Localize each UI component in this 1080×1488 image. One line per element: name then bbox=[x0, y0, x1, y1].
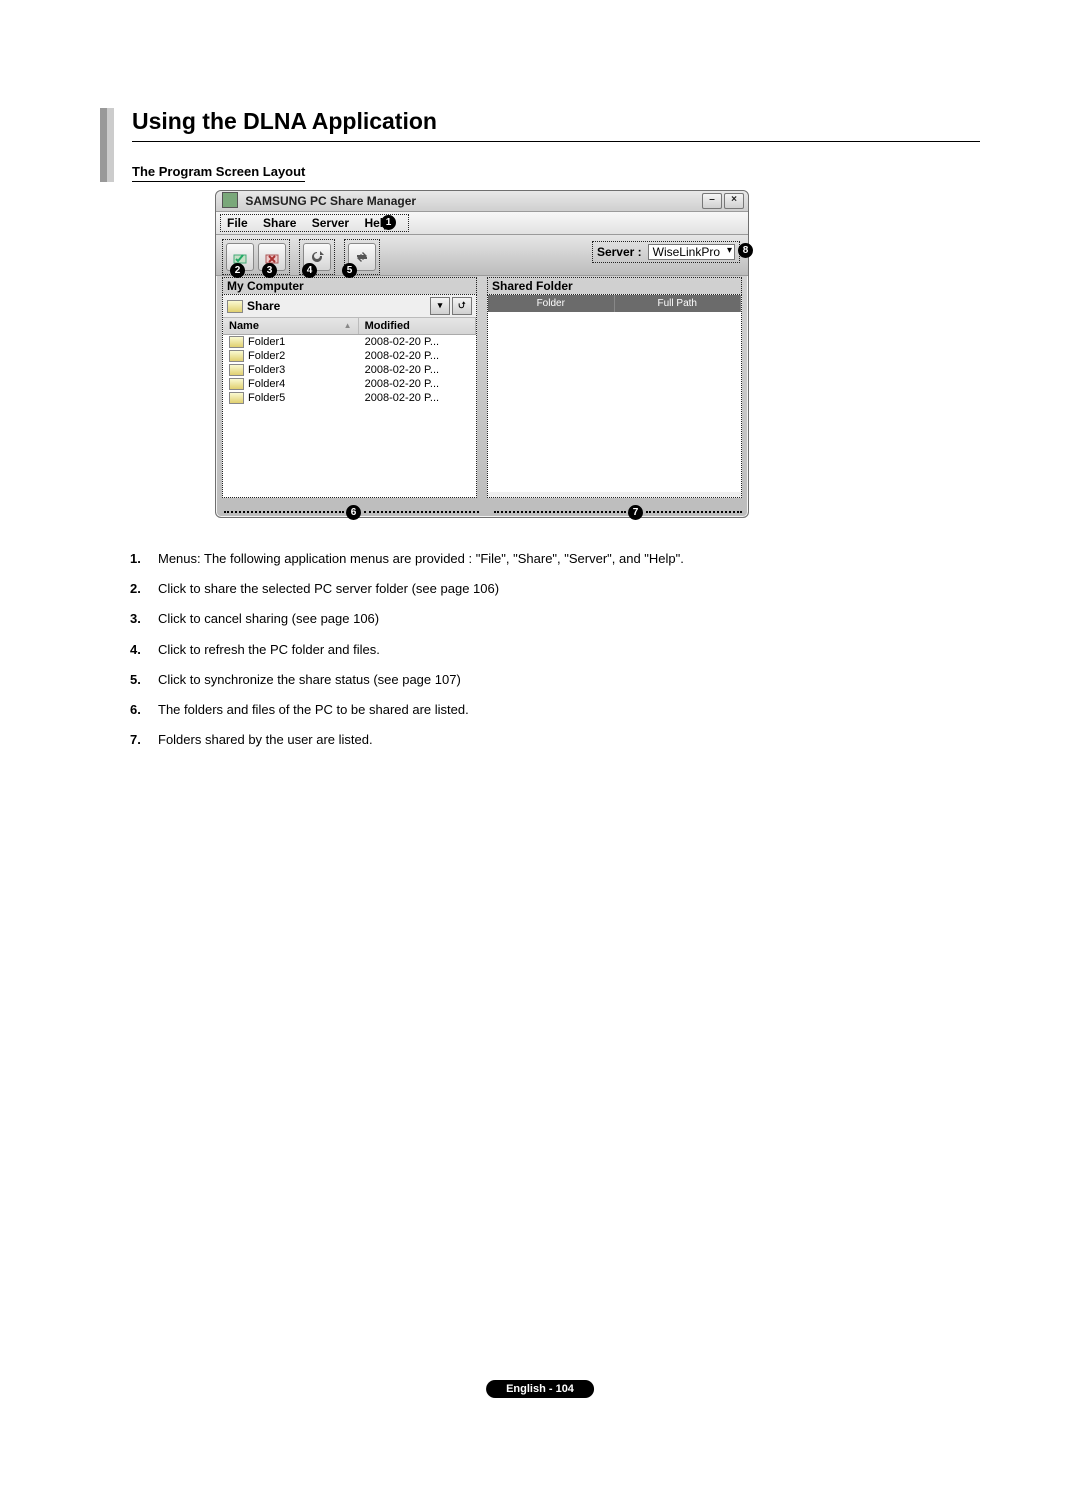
folder-list-header: Name ▲ Modified bbox=[223, 318, 476, 335]
shared-folder-title: Shared Folder bbox=[487, 277, 742, 295]
folder-modified: 2008-02-20 P... bbox=[359, 392, 476, 404]
folder-modified: 2008-02-20 P... bbox=[359, 336, 476, 348]
folder-modified: 2008-02-20 P... bbox=[359, 364, 476, 376]
description-text: The folders and files of the PC to be sh… bbox=[158, 701, 930, 719]
title-block: Using the DLNA Application The Program S… bbox=[100, 108, 980, 182]
window-controls: – × bbox=[702, 193, 744, 209]
shared-col-folder: Folder bbox=[488, 295, 615, 312]
folder-icon bbox=[229, 378, 244, 390]
description-item: 2.Click to share the selected PC server … bbox=[130, 580, 930, 598]
description-item: 5.Click to synchronize the share status … bbox=[130, 671, 930, 689]
path-dropdown-button[interactable]: ▾ bbox=[430, 297, 450, 315]
col-modified-header[interactable]: Modified bbox=[359, 318, 476, 334]
folder-name: Folder3 bbox=[248, 364, 285, 376]
leader-7-left bbox=[494, 511, 626, 513]
window-titlebar: SAMSUNG PC Share Manager – × bbox=[216, 191, 748, 212]
menu-server[interactable]: Server bbox=[312, 216, 349, 230]
col-name-header[interactable]: Name ▲ bbox=[223, 318, 359, 334]
description-text: Menus: The following application menus a… bbox=[158, 550, 930, 568]
callout-7: 7 bbox=[628, 505, 643, 520]
page-title: Using the DLNA Application bbox=[132, 108, 980, 142]
folder-name: Folder5 bbox=[248, 392, 285, 404]
share-path-row: Share ▾ ⮍ bbox=[223, 295, 476, 318]
folder-name: Folder1 bbox=[248, 336, 285, 348]
description-text: Click to refresh the PC folder and files… bbox=[158, 641, 930, 659]
up-folder-button[interactable]: ⮍ bbox=[452, 297, 472, 315]
shared-folder-panel: Shared Folder Folder Full Path bbox=[487, 277, 742, 497]
folder-name: Folder4 bbox=[248, 378, 285, 390]
description-number: 1. bbox=[130, 550, 158, 568]
description-number: 6. bbox=[130, 701, 158, 719]
leader-6-left bbox=[224, 511, 344, 513]
callout-4: 4 bbox=[302, 263, 317, 278]
table-row[interactable]: Folder4 2008-02-20 P... bbox=[223, 377, 476, 391]
section-subtitle: The Program Screen Layout bbox=[132, 164, 305, 182]
folder-icon bbox=[229, 336, 244, 348]
table-row[interactable]: Folder2 2008-02-20 P... bbox=[223, 349, 476, 363]
callout-1: 1 bbox=[381, 215, 396, 230]
callout-8: 8 bbox=[738, 243, 753, 258]
description-number: 3. bbox=[130, 610, 158, 628]
shared-list-empty bbox=[488, 312, 741, 492]
folder-list: Folder1 2008-02-20 P... Folder2 2008-02-20 … bbox=[223, 335, 476, 497]
table-row[interactable]: Folder1 2008-02-20 P... bbox=[223, 335, 476, 349]
folder-icon bbox=[229, 392, 244, 404]
callout-5: 5 bbox=[342, 263, 357, 278]
app-window: SAMSUNG PC Share Manager – × File Share … bbox=[215, 190, 749, 518]
menu-share[interactable]: Share bbox=[263, 216, 296, 230]
menu-bar: File Share Server Help bbox=[216, 212, 748, 235]
window-title-text: SAMSUNG PC Share Manager bbox=[245, 194, 416, 208]
description-text: Click to cancel sharing (see page 106) bbox=[158, 610, 930, 628]
shared-columns: Folder Full Path bbox=[488, 295, 741, 312]
folder-icon bbox=[229, 364, 244, 376]
my-computer-title: My Computer bbox=[222, 277, 477, 295]
close-button[interactable]: × bbox=[724, 193, 744, 209]
description-number: 2. bbox=[130, 580, 158, 598]
my-computer-panel: My Computer Share ▾ ⮍ Name ▲ M bbox=[222, 277, 477, 497]
leader-6-right bbox=[364, 511, 479, 513]
folder-name: Folder2 bbox=[248, 350, 285, 362]
sync-icon bbox=[354, 249, 370, 265]
leader-7-right bbox=[646, 511, 742, 513]
description-text: Click to share the selected PC server fo… bbox=[158, 580, 930, 598]
folder-modified: 2008-02-20 P... bbox=[359, 378, 476, 390]
server-dropdown[interactable]: WiseLinkPro bbox=[648, 244, 735, 260]
app-icon bbox=[222, 192, 238, 208]
sort-asc-icon: ▲ bbox=[344, 321, 352, 330]
description-item: 4.Click to refresh the PC folder and fil… bbox=[130, 641, 930, 659]
description-list: 1.Menus: The following application menus… bbox=[130, 550, 930, 761]
folder-icon bbox=[229, 350, 244, 362]
table-row[interactable]: Folder3 2008-02-20 P... bbox=[223, 363, 476, 377]
description-number: 4. bbox=[130, 641, 158, 659]
callout-2: 2 bbox=[230, 263, 245, 278]
shared-col-fullpath: Full Path bbox=[615, 295, 742, 312]
page-footer: English - 104 bbox=[486, 1380, 594, 1398]
description-text: Click to synchronize the share status (s… bbox=[158, 671, 930, 689]
description-number: 5. bbox=[130, 671, 158, 689]
description-item: 7.Folders shared by the user are listed. bbox=[130, 731, 930, 749]
description-text: Folders shared by the user are listed. bbox=[158, 731, 930, 749]
menu-file[interactable]: File bbox=[227, 216, 248, 230]
minimize-button[interactable]: – bbox=[702, 193, 722, 209]
table-row[interactable]: Folder5 2008-02-20 P... bbox=[223, 391, 476, 405]
description-item: 1.Menus: The following application menus… bbox=[130, 550, 930, 568]
description-item: 3.Click to cancel sharing (see page 106) bbox=[130, 610, 930, 628]
callout-3: 3 bbox=[262, 263, 277, 278]
callout-6: 6 bbox=[346, 505, 361, 520]
manual-page: Using the DLNA Application The Program S… bbox=[0, 0, 1080, 1488]
share-path-label: Share bbox=[247, 299, 280, 313]
server-selector: Server : WiseLinkPro bbox=[592, 241, 740, 263]
title-accent: Using the DLNA Application The Program S… bbox=[100, 108, 980, 182]
description-number: 7. bbox=[130, 731, 158, 749]
server-label: Server : bbox=[597, 245, 642, 259]
folder-modified: 2008-02-20 P... bbox=[359, 350, 476, 362]
folder-icon bbox=[227, 300, 243, 313]
description-item: 6.The folders and files of the PC to be … bbox=[130, 701, 930, 719]
